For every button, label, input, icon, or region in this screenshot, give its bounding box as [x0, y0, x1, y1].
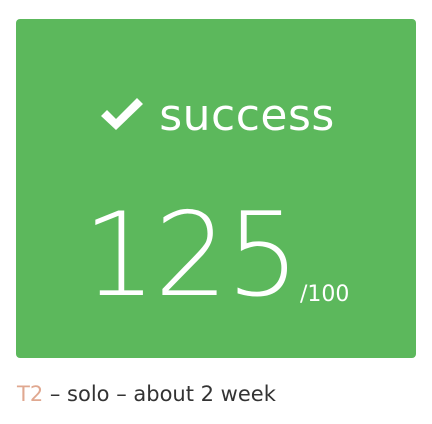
status-row: success [16, 85, 416, 147]
status-text: success [159, 90, 335, 141]
meta-description: – solo – about 2 week [43, 382, 276, 406]
score-max: /100 [300, 282, 350, 307]
check-icon [101, 98, 144, 130]
meta-tag: T2 [17, 382, 44, 406]
meta-line: T2 – solo – about 2 week [17, 382, 276, 407]
score-row: 125 /100 [16, 194, 416, 314]
score-value: 125 [82, 188, 300, 323]
score-card: success 125 /100 [16, 19, 416, 358]
